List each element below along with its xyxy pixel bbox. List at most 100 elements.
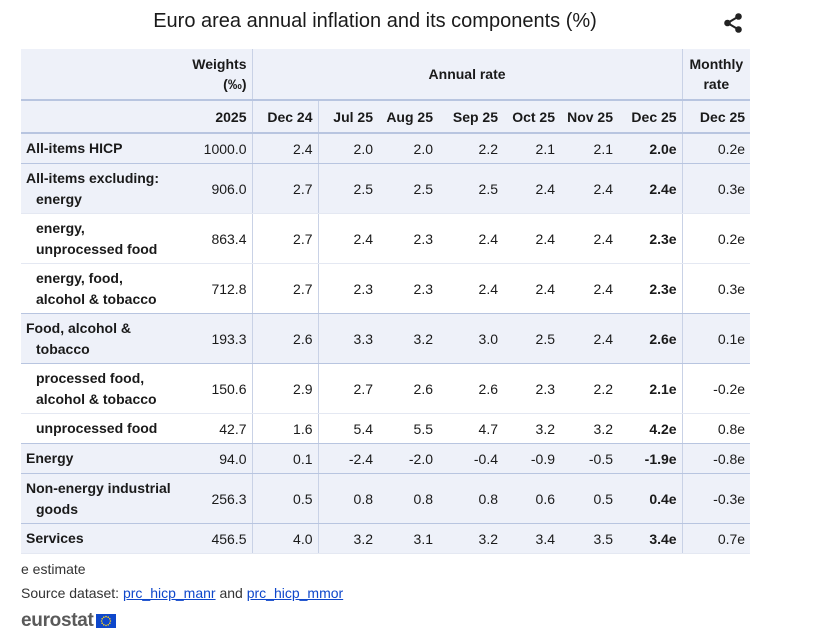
column-header: Dec 24 bbox=[251, 99, 318, 134]
source-line: Source dataset: prc_hicp_manr and prc_hi… bbox=[21, 585, 343, 601]
table-cell: 2.4 bbox=[438, 263, 503, 314]
table-cell: 42.7 bbox=[181, 413, 252, 444]
table-cell: 5.5 bbox=[378, 413, 438, 444]
table-row: processed food, alcohol & tobacco 150.6 2.9… bbox=[21, 363, 751, 414]
table-cell: 3.2 bbox=[560, 413, 618, 444]
table-cell: 0.7e bbox=[681, 523, 751, 554]
column-header: Sep 25 bbox=[438, 99, 503, 134]
table-cell: 2.7 bbox=[251, 263, 318, 314]
share-icon[interactable] bbox=[722, 12, 744, 34]
column-header: Aug 25 bbox=[378, 99, 438, 134]
table-cell: 256.3 bbox=[181, 473, 252, 524]
table-cell: 712.8 bbox=[181, 263, 252, 314]
table-row: Non-energy industrial goods 256.3 0.5 0.8 0.8… bbox=[21, 473, 751, 524]
eu-flag-icon bbox=[95, 614, 116, 628]
dataset-link-mmor[interactable]: prc_hicp_mmor bbox=[246, 585, 344, 601]
row-label: Non-energy industrial goods bbox=[21, 473, 181, 524]
weights-header: Weights (‰) bbox=[181, 49, 252, 100]
table-cell: 2.4e bbox=[618, 163, 683, 214]
header-row-1: Weights (‰) Annual rate Monthly rate bbox=[21, 49, 751, 100]
table-cell: 2.6 bbox=[378, 363, 438, 414]
table-cell: 0.8e bbox=[681, 413, 751, 444]
table-cell: 2.1 bbox=[503, 133, 560, 164]
table-cell: -0.8e bbox=[681, 443, 751, 474]
table-cell: 906.0 bbox=[181, 163, 252, 214]
table-cell: 0.6 bbox=[503, 473, 560, 524]
table-cell: 2.7 bbox=[317, 363, 378, 414]
table-cell: 4.0 bbox=[251, 523, 318, 554]
table-row: Energy 94.0 0.1 -2.4 -2.0 -0.4 -0.9 -0.5 -1.9e -0… bbox=[21, 443, 751, 474]
row-label: energy, food, alcohol & tobacco bbox=[21, 263, 181, 314]
table-cell: 2.2 bbox=[560, 363, 618, 414]
table-cell: 0.1e bbox=[681, 313, 751, 364]
table-cell: 2.4 bbox=[438, 213, 503, 264]
table-cell: 0.4e bbox=[618, 473, 683, 524]
table-row: Services 456.5 4.0 3.2 3.1 3.2 3.4 3.5 3.4e 0.7e bbox=[21, 523, 751, 554]
table-cell: 2.4 bbox=[503, 263, 560, 314]
table-cell: 2.3 bbox=[317, 263, 378, 314]
table-cell: 0.5 bbox=[560, 473, 618, 524]
header-empty bbox=[21, 49, 181, 100]
table-cell: 2.5 bbox=[503, 313, 560, 364]
table-cell: 2.7 bbox=[251, 163, 318, 214]
table-cell: 3.4 bbox=[503, 523, 560, 554]
table-cell: 4.7 bbox=[438, 413, 503, 444]
row-label: Services bbox=[21, 523, 181, 554]
table-row: All-items excluding: energy 906.0 2.7 2.5 2.5… bbox=[21, 163, 751, 214]
row-label-line: Non-energy industrial bbox=[26, 479, 171, 496]
row-label: energy, unprocessed food bbox=[21, 213, 181, 264]
table-cell: 3.2 bbox=[503, 413, 560, 444]
table-cell: 2.2 bbox=[438, 133, 503, 164]
row-label-line: Energy bbox=[26, 450, 74, 466]
table-cell: 2.4 bbox=[503, 163, 560, 214]
row-label: All-items excluding: energy bbox=[21, 163, 181, 214]
column-header: 2025 bbox=[181, 99, 252, 134]
table-cell: 2.7 bbox=[251, 213, 318, 264]
row-label-line: Services bbox=[26, 530, 84, 546]
row-label-line: alcohol & tobacco bbox=[36, 290, 157, 307]
table-row: energy, food, alcohol & tobacco 712.8 2.7 2.… bbox=[21, 263, 751, 314]
column-header: Jul 25 bbox=[317, 99, 378, 134]
row-label: All-items HICP bbox=[21, 133, 181, 164]
table-cell: 3.0 bbox=[438, 313, 503, 364]
table-cell: 94.0 bbox=[181, 443, 252, 474]
table-cell: 2.6 bbox=[438, 363, 503, 414]
table-cell: 2.0 bbox=[317, 133, 378, 164]
source-and: and bbox=[219, 585, 243, 601]
annual-rate-header: Annual rate bbox=[251, 49, 683, 100]
table-cell: 2.3e bbox=[618, 263, 683, 314]
table-cell: 1.6 bbox=[251, 413, 318, 444]
table-cell: 4.2e bbox=[618, 413, 683, 444]
row-label: Food, alcohol & tobacco bbox=[21, 313, 181, 364]
column-header: Nov 25 bbox=[560, 99, 618, 134]
table-cell: -2.4 bbox=[317, 443, 378, 474]
table-cell: -2.0 bbox=[378, 443, 438, 474]
header-empty bbox=[21, 99, 181, 134]
table-cell: 3.3 bbox=[317, 313, 378, 364]
table-cell: 0.8 bbox=[378, 473, 438, 524]
dataset-link-manr[interactable]: prc_hicp_manr bbox=[122, 585, 216, 601]
row-label-line: alcohol & tobacco bbox=[36, 390, 157, 407]
table-cell: 2.6 bbox=[251, 313, 318, 364]
logo-text: eurostat bbox=[21, 610, 94, 631]
row-label-line: unprocessed food bbox=[36, 240, 158, 257]
table-cell: -0.4 bbox=[438, 443, 503, 474]
table-cell: 0.2e bbox=[681, 133, 751, 164]
row-label-line: All-items excluding: bbox=[26, 169, 160, 186]
table-cell: 2.4 bbox=[503, 213, 560, 264]
eurostat-logo: eurostat bbox=[21, 610, 116, 632]
table-cell: 2.4 bbox=[560, 163, 618, 214]
table-cell: 3.1 bbox=[378, 523, 438, 554]
monthly-rate-header: Monthly rate bbox=[681, 49, 751, 100]
table-row: Food, alcohol & tobacco 193.3 2.6 3.3 3.2 3.0 2… bbox=[21, 313, 751, 364]
row-label-line: Food, alcohol & bbox=[26, 319, 131, 336]
column-header: Oct 25 bbox=[503, 99, 560, 134]
row-label-line: energy, food, bbox=[36, 269, 123, 286]
table-cell: 0.8 bbox=[317, 473, 378, 524]
header-row-2: 2025 Dec 24 Jul 25 Aug 25 Sep 25 Oct 25 … bbox=[21, 99, 751, 134]
table-cell: 2.3 bbox=[503, 363, 560, 414]
table-cell: 2.5 bbox=[317, 163, 378, 214]
table-cell: -1.9e bbox=[618, 443, 683, 474]
table-cell: 2.3e bbox=[618, 213, 683, 264]
table-cell: -0.9 bbox=[503, 443, 560, 474]
